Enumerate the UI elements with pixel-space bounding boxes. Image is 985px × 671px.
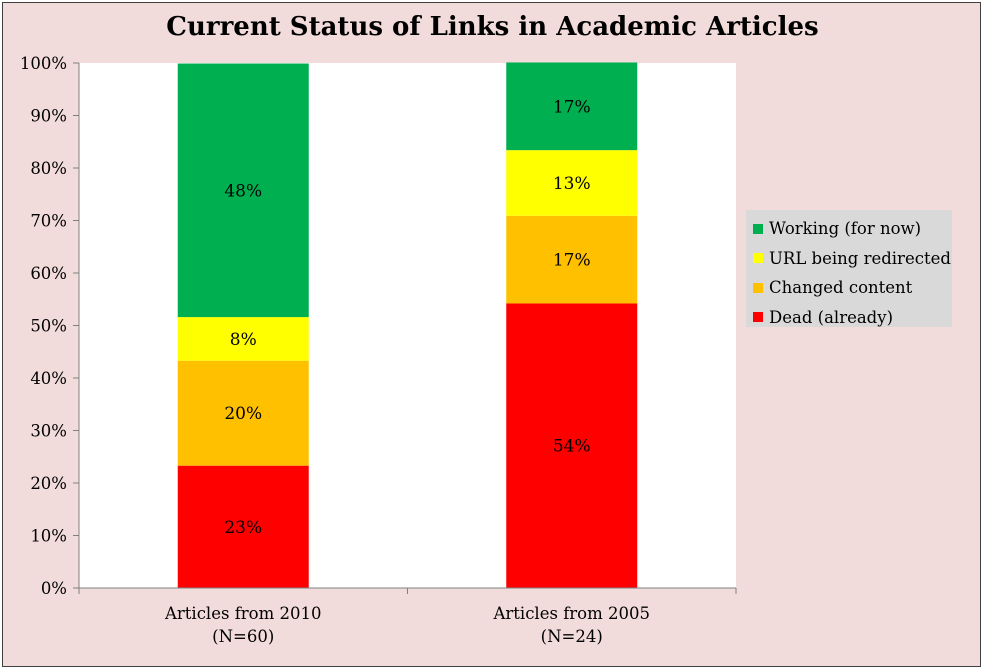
x-tick-label: (N=24) xyxy=(541,627,603,646)
bar-segment xyxy=(177,317,309,361)
bar-segment xyxy=(506,215,638,304)
bar-segment xyxy=(177,63,309,318)
legend-swatch xyxy=(753,223,763,234)
legend-swatch xyxy=(753,312,763,323)
data-label: 54% xyxy=(553,437,591,457)
y-tick-label: 90% xyxy=(30,107,67,126)
bar-segment xyxy=(506,150,638,216)
x-tick-label: Articles from 2010 xyxy=(164,604,322,623)
bar-stacks: 23% 20% 8% 48% 54% 17% 13% 17% xyxy=(177,62,638,588)
plot-area xyxy=(79,63,736,588)
x-tick-label: Articles from 2005 xyxy=(492,604,650,623)
y-tick-label: 100% xyxy=(20,54,67,73)
legend: Working (for now) URL being redirected Cha… xyxy=(746,210,952,327)
bar-segment xyxy=(506,62,638,151)
data-label: 17% xyxy=(553,97,591,117)
y-tick-label: 20% xyxy=(30,474,67,493)
legend-item: Working (for now) xyxy=(746,214,952,244)
y-tick-label: 0% xyxy=(41,579,67,598)
data-label: 17% xyxy=(553,251,591,271)
y-tick-label: 30% xyxy=(30,422,67,441)
legend-label: URL being redirected xyxy=(769,248,951,268)
legend-item: URL being redirected xyxy=(746,244,952,274)
chart-title: Current Status of Links in Academic Arti… xyxy=(166,12,819,42)
bar-segment xyxy=(177,465,309,588)
y-axis-ticks: 0% 10% 20% 30% 40% 50% 60% 70% 80% 90% 100% xyxy=(20,54,79,598)
y-tick-label: 70% xyxy=(30,212,67,231)
legend-swatch xyxy=(753,282,763,293)
legend-label: Dead (already) xyxy=(769,307,893,327)
x-axis-ticks: Articles from 2010 (N=60) Articles from 20… xyxy=(78,588,737,646)
legend-label: Working (for now) xyxy=(769,219,922,239)
legend-label: Changed content xyxy=(769,278,913,298)
data-label: 20% xyxy=(224,404,262,424)
bar-segment xyxy=(177,360,309,466)
y-tick-label: 80% xyxy=(30,159,67,178)
y-tick-label: 10% xyxy=(30,527,67,546)
legend-swatch xyxy=(753,253,763,264)
data-label: 13% xyxy=(553,174,591,194)
bar-segment xyxy=(506,303,638,588)
legend-item: Changed content xyxy=(746,273,952,303)
y-tick-label: 40% xyxy=(30,369,67,388)
legend-item: Dead (already) xyxy=(746,303,952,333)
y-tick-label: 50% xyxy=(30,317,67,336)
y-tick-label: 60% xyxy=(30,264,67,283)
data-label: 8% xyxy=(230,330,257,350)
data-label: 48% xyxy=(224,181,262,201)
x-tick-label: (N=60) xyxy=(212,627,274,646)
data-label: 23% xyxy=(224,518,262,538)
